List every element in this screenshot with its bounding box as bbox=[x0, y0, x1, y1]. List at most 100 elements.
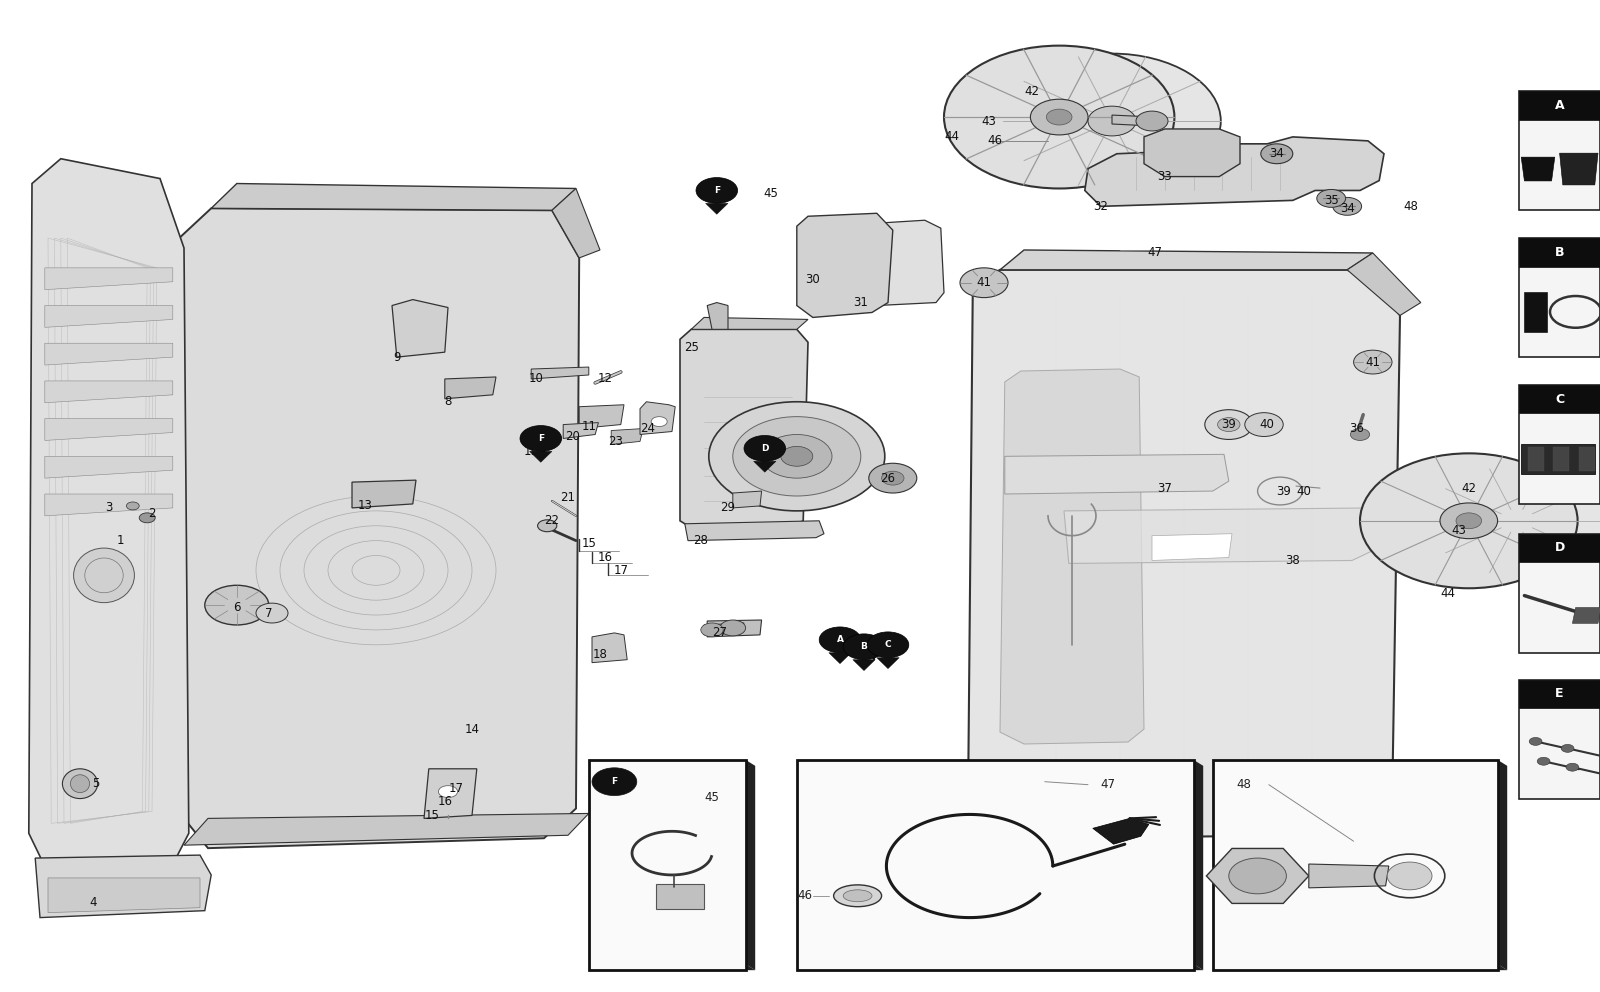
Polygon shape bbox=[835, 643, 861, 655]
Text: 40: 40 bbox=[1296, 484, 1312, 498]
Bar bbox=[589, 760, 746, 970]
Bar bbox=[1520, 534, 1600, 653]
Text: 44: 44 bbox=[1440, 586, 1456, 600]
Text: F: F bbox=[611, 777, 618, 787]
Text: 48: 48 bbox=[1237, 778, 1251, 792]
Polygon shape bbox=[589, 964, 755, 970]
Bar bbox=[1520, 238, 1600, 357]
Polygon shape bbox=[706, 203, 728, 214]
Circle shape bbox=[592, 768, 637, 796]
Text: 11: 11 bbox=[581, 420, 597, 434]
Ellipse shape bbox=[70, 775, 90, 793]
Text: 2: 2 bbox=[149, 507, 155, 521]
Bar bbox=[1520, 385, 1600, 414]
Text: F: F bbox=[714, 186, 720, 195]
Polygon shape bbox=[45, 343, 173, 365]
Polygon shape bbox=[1005, 454, 1229, 494]
Circle shape bbox=[701, 623, 723, 637]
Polygon shape bbox=[1000, 250, 1373, 270]
Circle shape bbox=[1046, 109, 1072, 125]
Text: 41: 41 bbox=[1365, 355, 1381, 369]
Circle shape bbox=[819, 627, 861, 653]
Bar bbox=[1520, 385, 1600, 504]
Text: 10: 10 bbox=[528, 372, 544, 386]
Bar bbox=[1520, 680, 1600, 708]
Circle shape bbox=[882, 471, 904, 485]
Circle shape bbox=[869, 463, 917, 493]
Circle shape bbox=[256, 603, 288, 623]
Circle shape bbox=[1317, 189, 1346, 207]
Circle shape bbox=[139, 513, 155, 523]
Polygon shape bbox=[45, 306, 173, 327]
Ellipse shape bbox=[834, 885, 882, 907]
Text: C: C bbox=[885, 640, 891, 650]
Polygon shape bbox=[392, 300, 448, 357]
Circle shape bbox=[1562, 744, 1574, 752]
Circle shape bbox=[205, 585, 269, 625]
Text: 43: 43 bbox=[1451, 524, 1467, 538]
Bar bbox=[1554, 446, 1570, 470]
Text: 29: 29 bbox=[720, 501, 736, 515]
Polygon shape bbox=[861, 647, 886, 659]
Polygon shape bbox=[754, 461, 776, 472]
Circle shape bbox=[651, 417, 667, 427]
Text: 42: 42 bbox=[1024, 84, 1040, 98]
Text: 35: 35 bbox=[1323, 193, 1339, 207]
Text: 17: 17 bbox=[448, 782, 464, 796]
Polygon shape bbox=[691, 317, 808, 329]
Text: 30: 30 bbox=[805, 273, 821, 287]
Polygon shape bbox=[1085, 137, 1384, 206]
Polygon shape bbox=[1525, 292, 1547, 331]
Text: 46: 46 bbox=[987, 134, 1003, 148]
Text: 26: 26 bbox=[880, 471, 896, 485]
Text: 32: 32 bbox=[1093, 199, 1109, 213]
Text: 38: 38 bbox=[1285, 554, 1301, 567]
Circle shape bbox=[1030, 99, 1088, 135]
Polygon shape bbox=[746, 760, 755, 970]
Circle shape bbox=[1360, 453, 1578, 588]
Bar bbox=[1520, 534, 1600, 562]
Bar bbox=[1520, 238, 1600, 267]
Text: 9: 9 bbox=[394, 350, 400, 364]
Circle shape bbox=[1387, 862, 1432, 890]
Circle shape bbox=[781, 446, 813, 466]
Text: 20: 20 bbox=[565, 430, 581, 443]
Text: 48: 48 bbox=[1403, 199, 1419, 213]
Bar bbox=[1520, 91, 1600, 120]
Polygon shape bbox=[1522, 443, 1595, 473]
Bar bbox=[656, 884, 704, 909]
Text: 34: 34 bbox=[1269, 147, 1285, 161]
Text: 23: 23 bbox=[608, 434, 624, 448]
Bar bbox=[1579, 446, 1595, 470]
Circle shape bbox=[1088, 106, 1136, 136]
Polygon shape bbox=[680, 329, 808, 528]
Text: 37: 37 bbox=[1157, 481, 1173, 495]
Polygon shape bbox=[352, 480, 416, 508]
Text: 44: 44 bbox=[944, 130, 960, 144]
Text: 43: 43 bbox=[981, 114, 997, 128]
Text: 25: 25 bbox=[683, 340, 699, 354]
Circle shape bbox=[1136, 111, 1168, 131]
Text: 5: 5 bbox=[93, 777, 99, 791]
Text: 41: 41 bbox=[976, 276, 992, 290]
Text: 45: 45 bbox=[704, 791, 718, 805]
Ellipse shape bbox=[62, 769, 98, 799]
Circle shape bbox=[1205, 410, 1253, 439]
Circle shape bbox=[438, 786, 458, 798]
Circle shape bbox=[733, 417, 861, 496]
Circle shape bbox=[1350, 429, 1370, 440]
Text: E: E bbox=[1555, 687, 1563, 700]
Text: A: A bbox=[837, 635, 843, 645]
Polygon shape bbox=[48, 878, 200, 913]
Circle shape bbox=[709, 402, 885, 511]
Polygon shape bbox=[707, 303, 728, 329]
Circle shape bbox=[960, 268, 1008, 298]
Polygon shape bbox=[45, 456, 173, 478]
Bar bbox=[797, 760, 1194, 970]
Polygon shape bbox=[1560, 153, 1598, 185]
Circle shape bbox=[1429, 466, 1600, 575]
Polygon shape bbox=[45, 268, 173, 290]
Polygon shape bbox=[1093, 818, 1149, 844]
Circle shape bbox=[1456, 513, 1482, 529]
Polygon shape bbox=[45, 381, 173, 403]
